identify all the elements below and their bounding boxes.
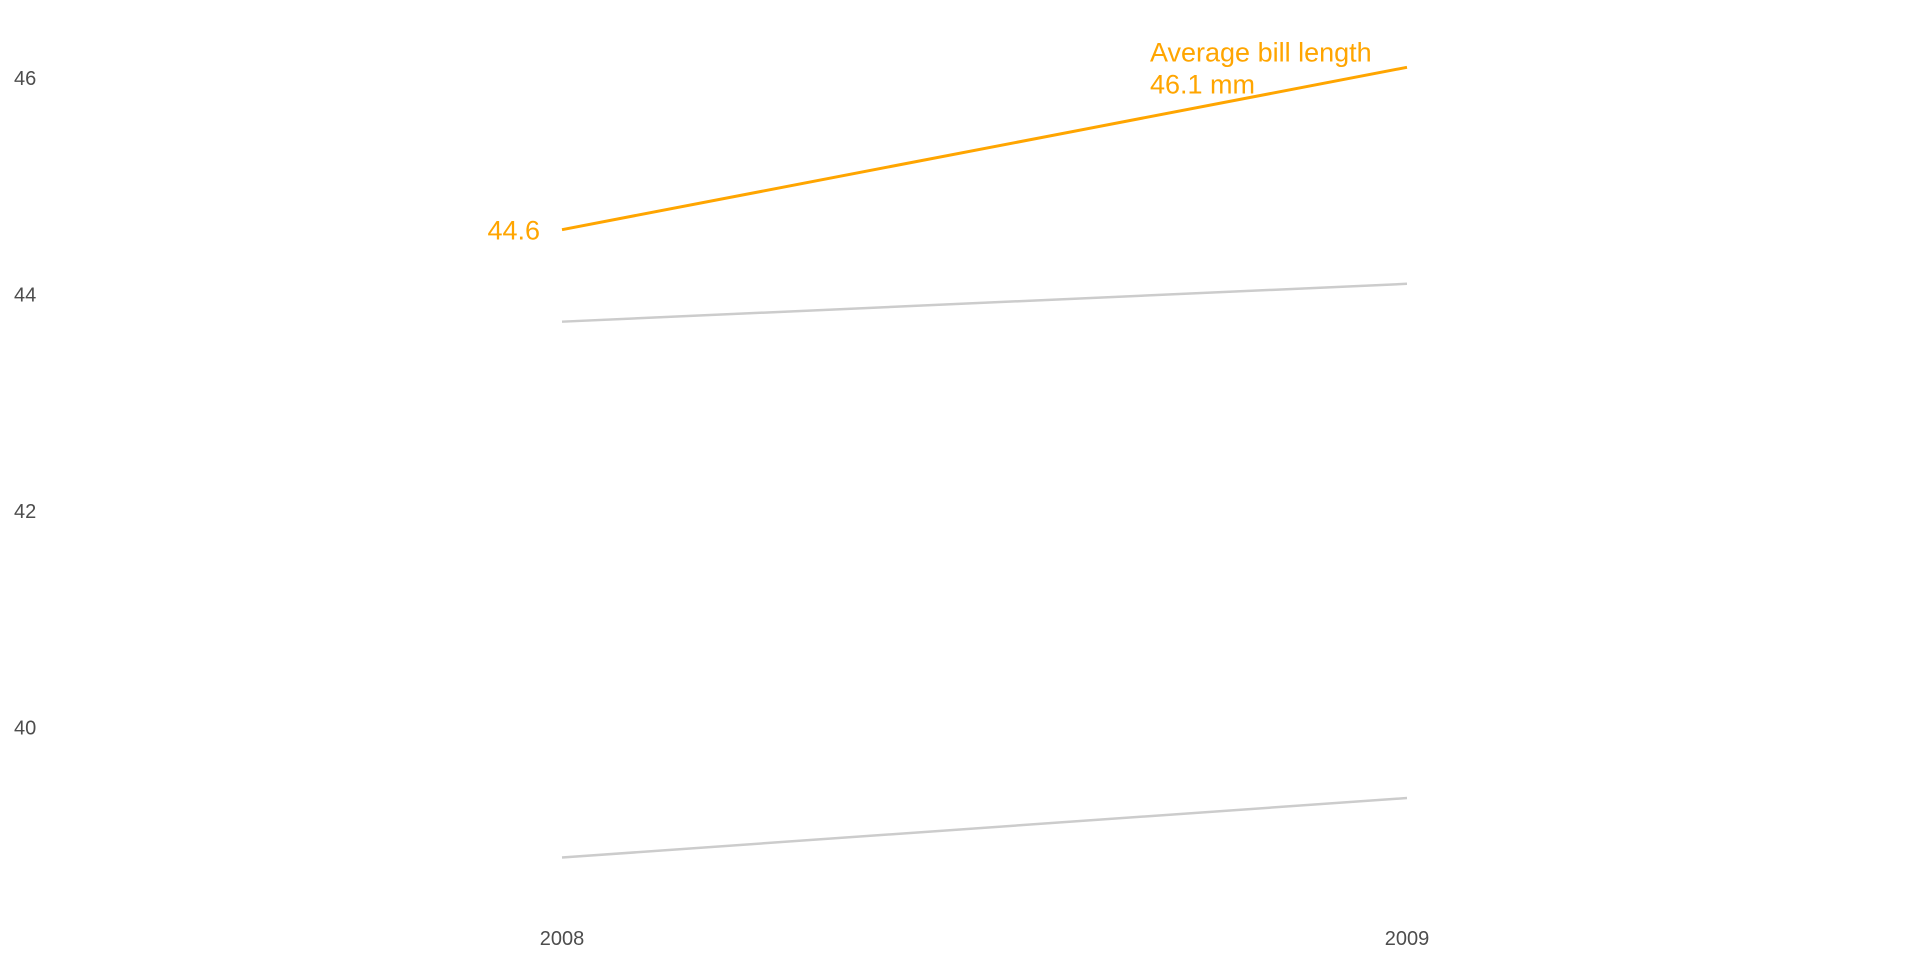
y-axis: 40 42 44 46: [14, 68, 36, 740]
y-tick-label: 40: [14, 718, 36, 740]
x-tick-label: 2009: [1385, 928, 1430, 950]
series-line: [561, 796, 1408, 859]
y-tick-label: 44: [14, 285, 36, 307]
x-axis: 2008 2009: [540, 928, 1430, 950]
y-tick-label: 42: [14, 501, 36, 523]
annotation-layer: 44.6 Average bill length 46.1 mm: [487, 37, 1371, 245]
x-tick-label: 2008: [540, 928, 585, 950]
end-title-label: Average bill length: [1150, 37, 1372, 67]
highlight-series-line: [561, 65, 1408, 232]
series-line: [561, 282, 1408, 323]
series-layer: [561, 65, 1408, 859]
start-value-label: 44.6: [487, 216, 540, 246]
end-value-label: 46.1 mm: [1150, 69, 1255, 99]
y-tick-label: 46: [14, 68, 36, 90]
